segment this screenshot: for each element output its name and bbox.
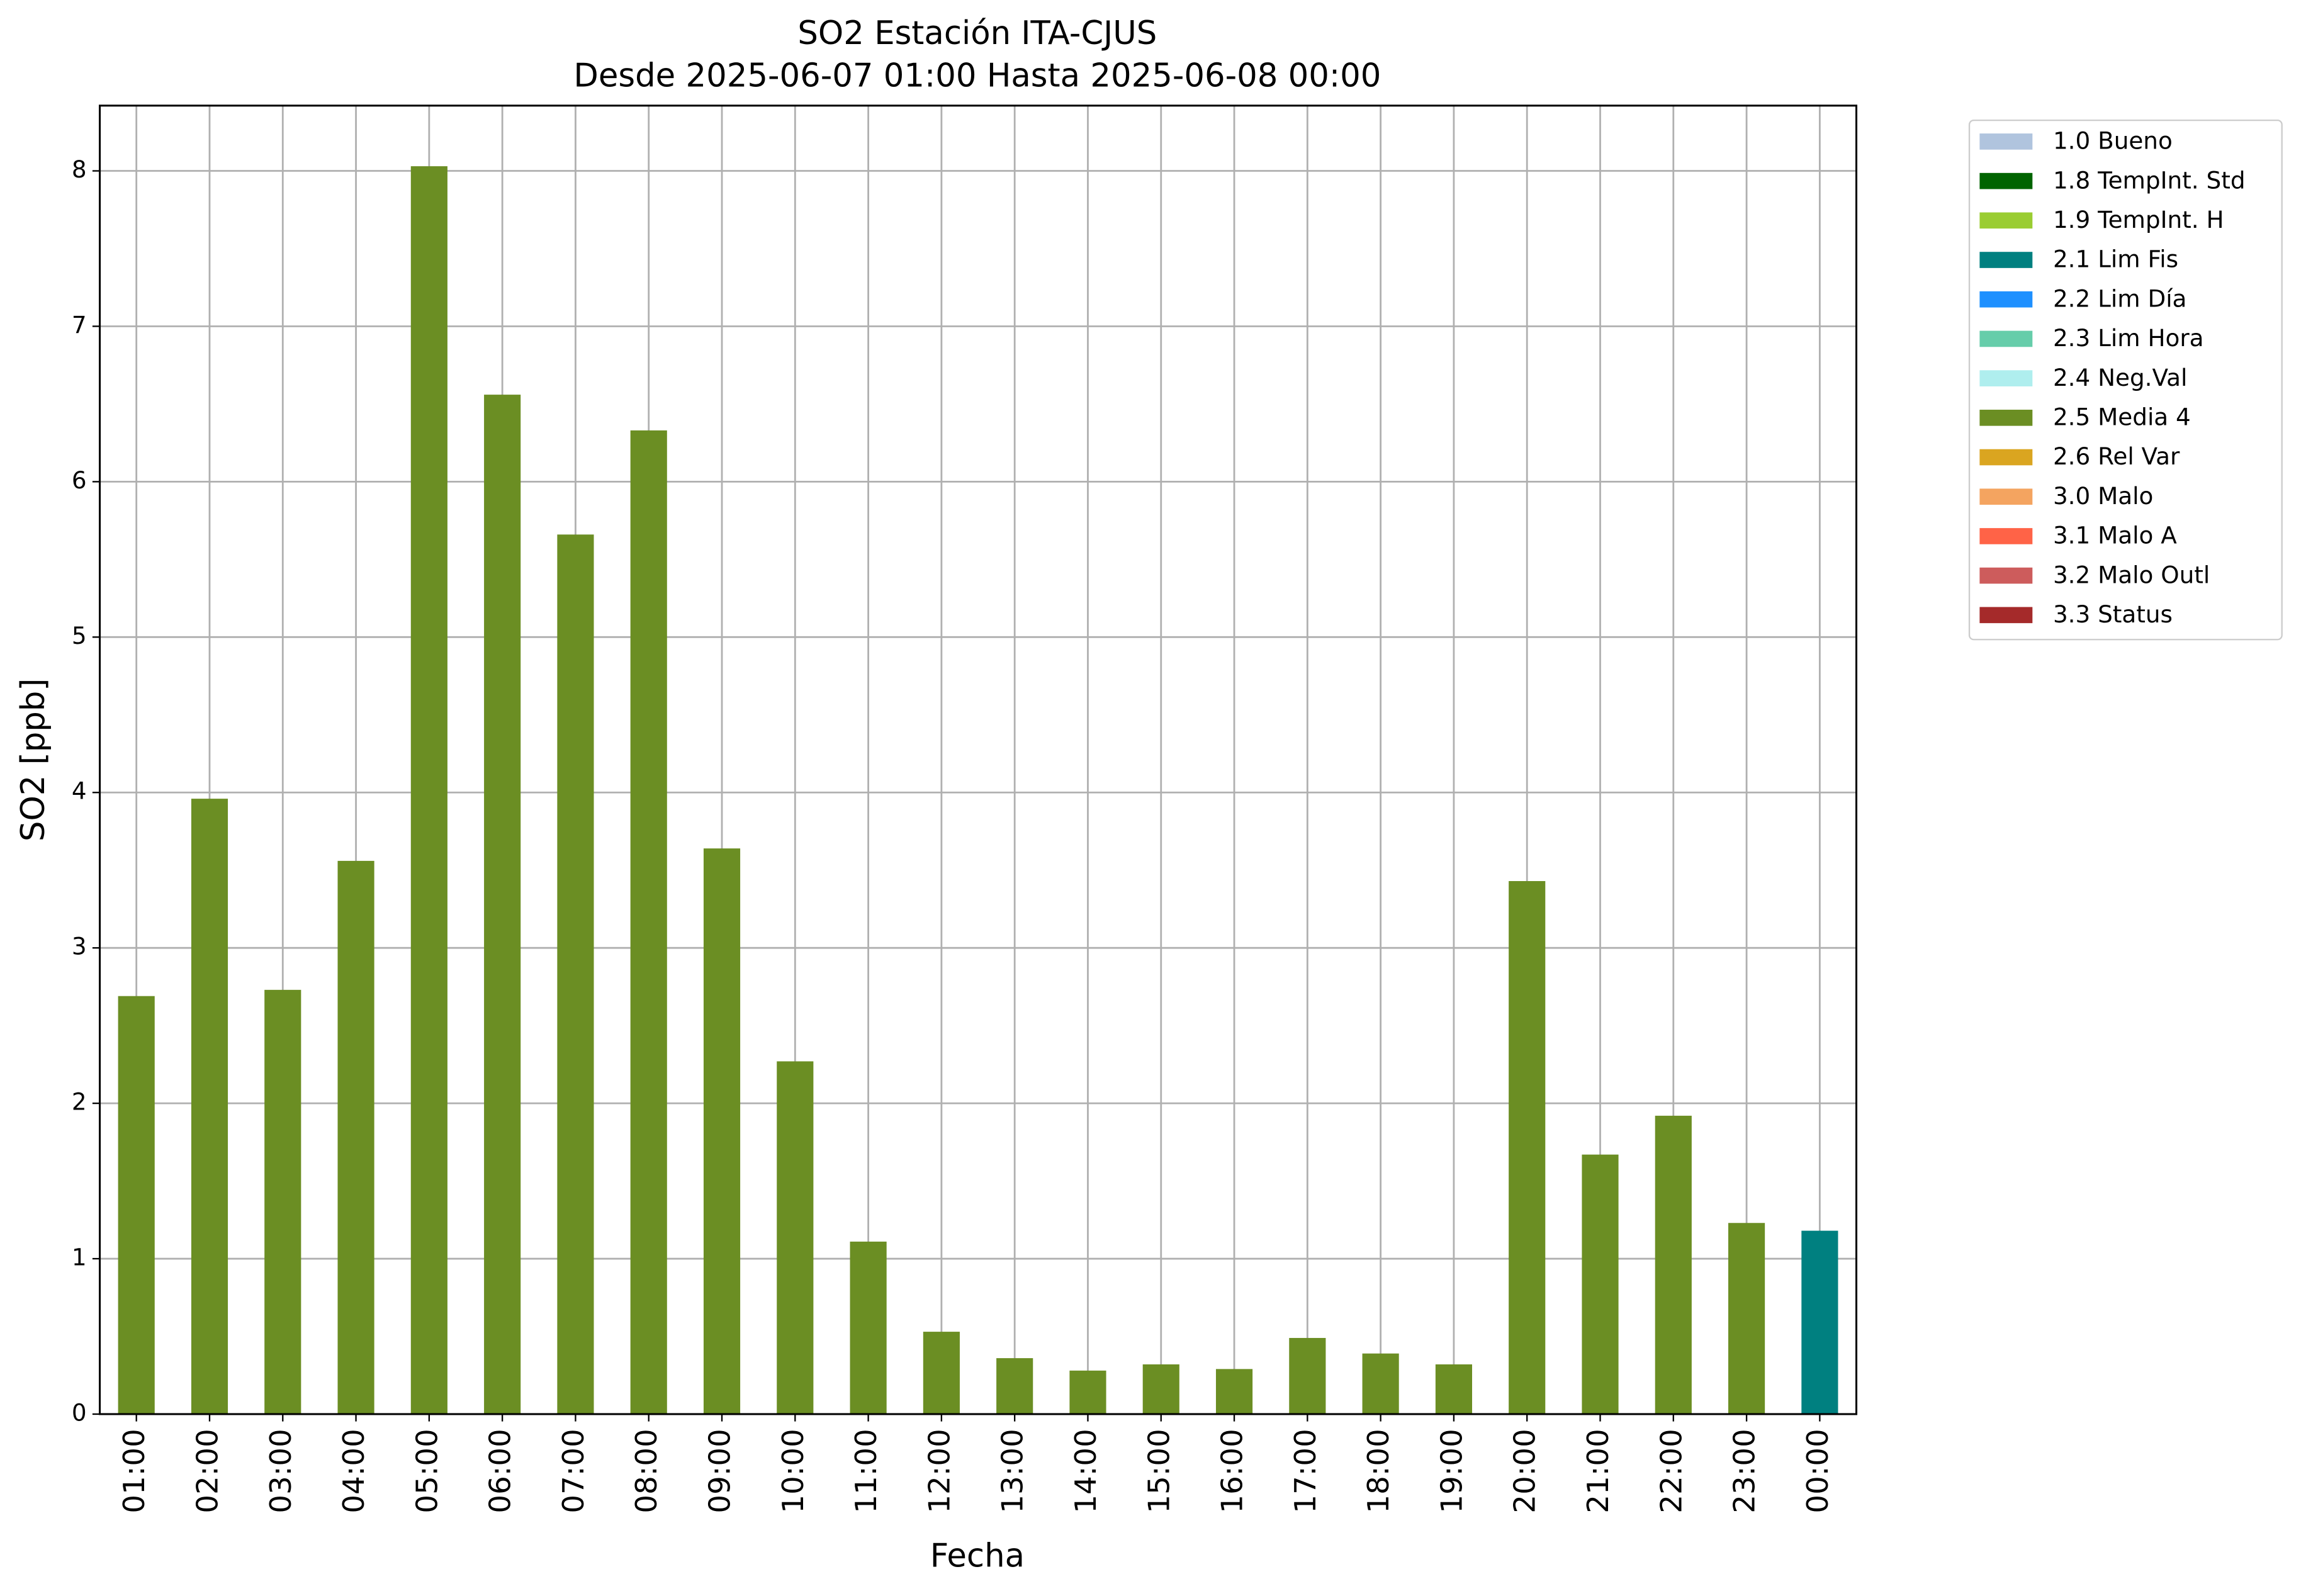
legend-label: 2.5 Media 4 [2053,403,2191,431]
legend-swatch [1979,330,2033,347]
bar [337,860,374,1414]
bar [1655,1115,1692,1414]
legend-label: 2.6 Rel Var [2053,442,2180,470]
legend-swatch [1979,449,2033,466]
legend-swatch [1979,291,2033,308]
legend-swatch [1979,252,2033,268]
legend-label: 3.2 Malo Outl [2053,561,2210,588]
legend-frame [1968,119,2283,641]
y-tick-label: 7 [72,311,87,339]
x-tick-label: 00:00 [1801,1429,1835,1513]
legend-swatch [1979,488,2033,505]
bar [1509,881,1546,1414]
bar [1069,1370,1106,1414]
x-tick-label: 12:00 [922,1429,956,1513]
x-tick-label: 16:00 [1215,1429,1249,1513]
y-tick-label: 3 [72,933,87,960]
bar [630,430,667,1414]
x-tick-label: 03:00 [264,1429,298,1513]
legend-label: 1.0 Bueno [2053,127,2173,155]
x-tick-label: 02:00 [190,1429,224,1513]
x-tick-label: 17:00 [1288,1429,1322,1513]
bar [923,1332,960,1414]
bar [703,848,741,1414]
x-axis-label: Fecha [930,1537,1025,1575]
bar [1142,1364,1179,1414]
x-tick-label: 08:00 [629,1429,663,1513]
y-tick-label: 2 [72,1088,87,1116]
x-tick-label: 06:00 [483,1429,517,1513]
bar [1801,1230,1838,1414]
y-tick-label: 4 [72,777,87,805]
y-tick-label: 1 [72,1244,87,1271]
chart-title: SO2 Estación ITA-CJUS [797,14,1157,52]
legend-swatch [1979,172,2033,189]
x-tick-label: 19:00 [1434,1429,1468,1513]
bar [1728,1223,1765,1414]
bar [1289,1337,1326,1414]
y-tick-label: 0 [72,1398,87,1426]
x-tick-label: 10:00 [776,1429,810,1513]
bar [410,166,447,1414]
x-tick-label: 01:00 [117,1429,151,1513]
y-tick-label: 6 [72,466,87,494]
bar [557,534,594,1414]
legend-label: 3.1 Malo A [2053,522,2177,549]
x-tick-label: 22:00 [1654,1429,1688,1513]
bar [264,989,301,1414]
x-tick-label: 18:00 [1361,1429,1395,1513]
legend-label: 1.9 TempInt. H [2053,206,2224,233]
x-tick-label: 11:00 [849,1429,883,1513]
chart-subtitle: Desde 2025-06-07 01:00 Hasta 2025-06-08 … [573,57,1381,95]
legend-swatch [1979,528,2033,544]
bar [1435,1364,1472,1414]
bar [1582,1154,1619,1414]
y-axis-label: SO2 [ppb] [14,678,52,841]
bar [1215,1369,1253,1414]
legend-label: 2.1 Lim Fis [2053,245,2178,273]
legend-swatch [1979,212,2033,229]
x-tick-label: 09:00 [703,1429,737,1513]
legend-label: 2.3 Lim Hora [2053,324,2204,352]
x-tick-label: 23:00 [1728,1429,1762,1513]
x-tick-label: 04:00 [337,1429,371,1513]
bar [777,1061,814,1414]
plot-frame [99,104,1858,1415]
legend-label: 3.3 Status [2053,600,2173,628]
y-tick-label: 8 [72,155,87,183]
legend-label: 3.0 Malo [2053,482,2153,510]
y-tick-label: 5 [72,622,87,649]
bar [191,799,228,1414]
legend-swatch [1979,410,2033,426]
bar [1362,1353,1399,1414]
x-tick-label: 20:00 [1508,1429,1542,1513]
x-tick-label: 13:00 [996,1429,1030,1513]
x-tick-label: 15:00 [1142,1429,1176,1513]
legend-label: 2.4 Neg.Val [2053,364,2187,391]
bar [484,395,521,1414]
legend-swatch [1979,607,2033,624]
bar [996,1358,1033,1414]
bar [118,996,155,1414]
x-tick-label: 05:00 [410,1429,444,1513]
legend-swatch [1979,133,2033,150]
legend-swatch [1979,370,2033,386]
x-tick-label: 07:00 [556,1429,590,1513]
legend-label: 1.8 TempInt. Std [2053,166,2246,194]
legend-label: 2.2 Lim Día [2053,284,2186,312]
legend-swatch [1979,567,2033,584]
x-tick-label: 21:00 [1581,1429,1615,1513]
x-tick-label: 14:00 [1069,1429,1103,1513]
bar [850,1241,887,1414]
